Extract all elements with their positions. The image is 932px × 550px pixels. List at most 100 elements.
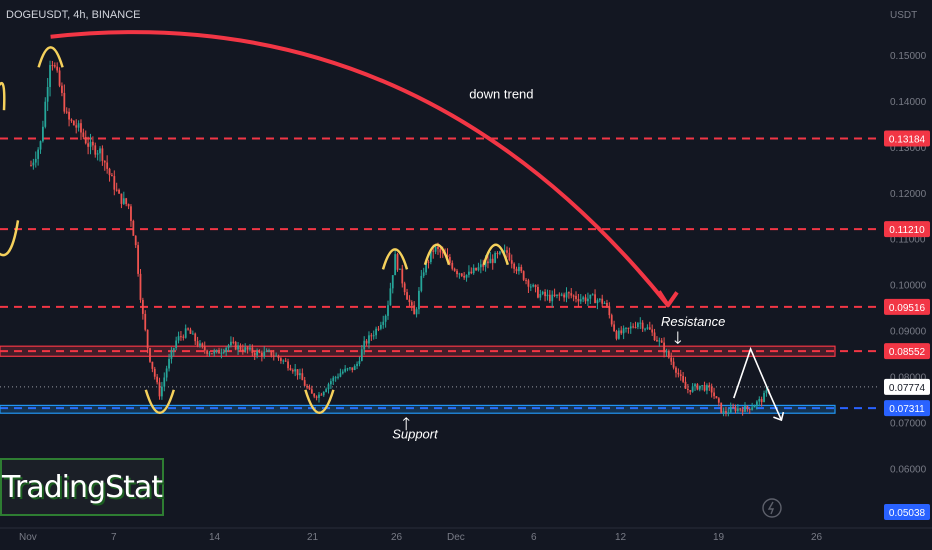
candle-body-89	[241, 349, 244, 352]
candle-body-53	[156, 376, 159, 383]
candle-body-278	[691, 386, 694, 392]
candle-body-297	[736, 408, 739, 411]
candle-body-65	[184, 328, 187, 338]
trend-arrow-head	[657, 290, 679, 308]
candle-body-36	[115, 189, 118, 191]
level-price-tag-0-bg	[884, 130, 930, 147]
candle-body-267	[665, 350, 668, 353]
candle-body-8	[49, 65, 51, 87]
candle-body-262	[653, 332, 656, 341]
candle-body-293	[727, 412, 730, 414]
candle-body-232	[582, 297, 585, 300]
candle-body-142	[368, 335, 370, 344]
candle-body-50	[149, 348, 151, 362]
candle-body-288	[715, 396, 718, 399]
current-price-tag: 0.07774	[889, 383, 926, 394]
candle-body-292	[725, 411, 727, 413]
candle-body-181	[460, 273, 463, 276]
candle-body-22	[82, 132, 85, 137]
candle-body-221	[556, 294, 558, 297]
candle-body-87	[237, 345, 239, 350]
y-tick-label: 0.09000	[890, 327, 927, 338]
x-tick-label: 12	[615, 532, 627, 543]
candle-body-3	[37, 149, 40, 159]
symbol-title: DOGEUSDT, 4h, BINANCE	[6, 9, 140, 21]
candle-body-19	[75, 125, 78, 128]
candle-body-84	[230, 341, 232, 346]
candle-body-234	[587, 298, 589, 302]
candle-body-61	[175, 340, 178, 349]
candle-body-214	[539, 293, 542, 298]
candle-body-178	[453, 268, 456, 271]
candle-body-88	[239, 345, 242, 350]
candle-body-83	[227, 345, 230, 348]
price-axis[interactable]: 0.15000 0.14000 0.13000 0.12000 0.11000 0.100…	[884, 51, 930, 520]
candle-body-0	[30, 165, 32, 167]
x-tick-label: Dec	[447, 532, 465, 543]
candle-body-222	[558, 294, 561, 296]
time-axis[interactable]: Nov 7 14 21 26 Dec 6 12 19 26	[0, 527, 932, 543]
candle-body-106	[282, 360, 285, 362]
candle-body-68	[191, 333, 194, 335]
candle-body-151	[389, 288, 392, 306]
candle-body-219	[551, 294, 554, 302]
y-tick-label: 0.15000	[890, 51, 927, 62]
candle-body-166	[425, 261, 427, 273]
candle-body-119	[313, 393, 316, 397]
edge-peak-marker	[0, 82, 6, 111]
candle-body-128	[334, 377, 337, 379]
candle-body-171	[437, 246, 439, 250]
y-tick-label: 0.14000	[890, 97, 927, 108]
price-unit-label: USDT	[890, 10, 917, 21]
x-tick-label: 21	[307, 532, 319, 543]
candle-body-218	[548, 294, 551, 302]
candle-body-80	[220, 352, 223, 354]
candle-body-149	[384, 315, 387, 322]
candle-body-270	[672, 361, 675, 368]
candle-body-26	[91, 141, 94, 146]
candle-body-154	[396, 254, 399, 270]
y-tick-label: 0.06000	[890, 464, 927, 475]
candle-body-266	[663, 342, 665, 353]
candle-body-9	[51, 65, 54, 67]
lightning-icon	[767, 501, 775, 515]
y-tick-label: 0.07000	[890, 418, 927, 429]
candle-body-289	[717, 398, 720, 403]
candle-body-243	[608, 306, 611, 316]
candle-body-44	[134, 235, 137, 246]
candle-body-197	[498, 251, 501, 254]
candle-body-247	[617, 330, 620, 339]
candle-body-105	[280, 358, 282, 361]
candle-body-35	[113, 176, 116, 190]
candle-body-38	[120, 193, 123, 204]
candle-body-32	[106, 162, 109, 169]
candle-body-91	[246, 347, 249, 350]
candle-body-56	[163, 377, 166, 387]
candle-body-204	[515, 268, 518, 272]
brand-logo-text: TradingStat	[1, 469, 163, 505]
candle-body-147	[379, 324, 382, 329]
candle-body-249	[622, 328, 625, 334]
candle-body-75	[208, 353, 211, 355]
candle-body-161	[413, 305, 416, 315]
x-tick-label: 6	[531, 532, 537, 543]
candle-body-121	[318, 394, 320, 398]
candle-body-150	[387, 305, 389, 316]
candle-body-282	[701, 385, 704, 387]
candle-body-148	[382, 321, 385, 325]
candle-body-236	[591, 294, 594, 296]
level-price-tag-2-bg	[884, 298, 930, 315]
candle-body-168	[429, 250, 432, 263]
support-pointer	[402, 417, 410, 431]
candle-body-176	[448, 257, 451, 263]
zones-layer	[0, 345, 836, 414]
candle-body-274	[682, 376, 685, 382]
candle-body-273	[679, 374, 682, 377]
candle-body-187	[475, 267, 477, 271]
candle-body-107	[284, 360, 287, 362]
candle-body-62	[177, 336, 180, 341]
candle-body-308	[763, 392, 765, 403]
candle-body-295	[732, 407, 734, 409]
candle-body-133	[346, 368, 349, 370]
